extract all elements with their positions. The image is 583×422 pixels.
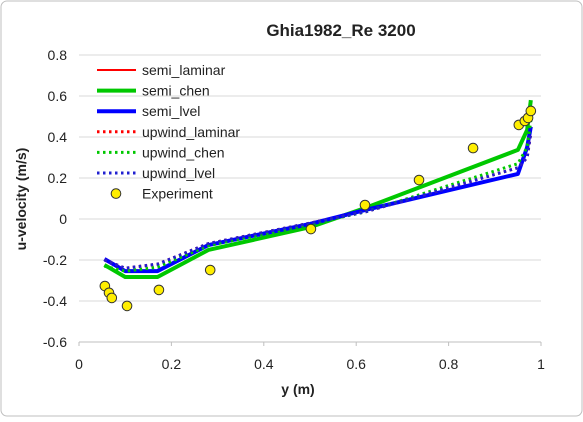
- legend-label: upwind_lvel: [142, 165, 215, 181]
- legend-label: semi_chen: [142, 83, 210, 99]
- x-tick-label: 0.6: [346, 356, 366, 372]
- data-point: [525, 105, 537, 117]
- series-line: [104, 120, 533, 273]
- y-axis-label: u-velocity (m/s): [13, 148, 29, 251]
- legend-label: semi_laminar: [142, 62, 226, 78]
- legend-label: Experiment: [142, 186, 213, 202]
- data-point: [106, 292, 118, 304]
- y-tick-label: 0.4: [48, 129, 68, 145]
- chart-title: Ghia1982_Re 3200: [266, 21, 415, 40]
- data-point: [467, 142, 479, 154]
- legend-marker: [110, 188, 122, 199]
- x-tick-label: 0.4: [254, 356, 274, 372]
- data-point: [413, 174, 425, 186]
- x-tick-label: 0.2: [162, 356, 182, 372]
- x-tick-label: 0.8: [439, 356, 459, 372]
- legend-label: upwind_laminar: [142, 124, 240, 140]
- y-tick-label: 0.2: [48, 170, 68, 186]
- y-tick-label: -0.2: [43, 252, 67, 268]
- data-point: [359, 199, 371, 211]
- legend-label: semi_lvel: [142, 103, 200, 119]
- y-tick-label: 0.6: [48, 88, 68, 104]
- x-tick-label: 1: [537, 356, 545, 372]
- x-tick-label: 0: [75, 356, 83, 372]
- data-point: [153, 284, 165, 296]
- data-point: [121, 300, 133, 312]
- y-tick-label: 0: [59, 211, 67, 227]
- y-tick-label: -0.6: [43, 334, 67, 350]
- x-axis-label: y (m): [281, 381, 314, 397]
- data-point: [204, 264, 216, 276]
- data-point: [305, 223, 317, 235]
- y-tick-label: 0.8: [48, 47, 68, 63]
- y-tick-label: -0.4: [43, 293, 67, 309]
- legend-label: upwind_chen: [142, 144, 225, 160]
